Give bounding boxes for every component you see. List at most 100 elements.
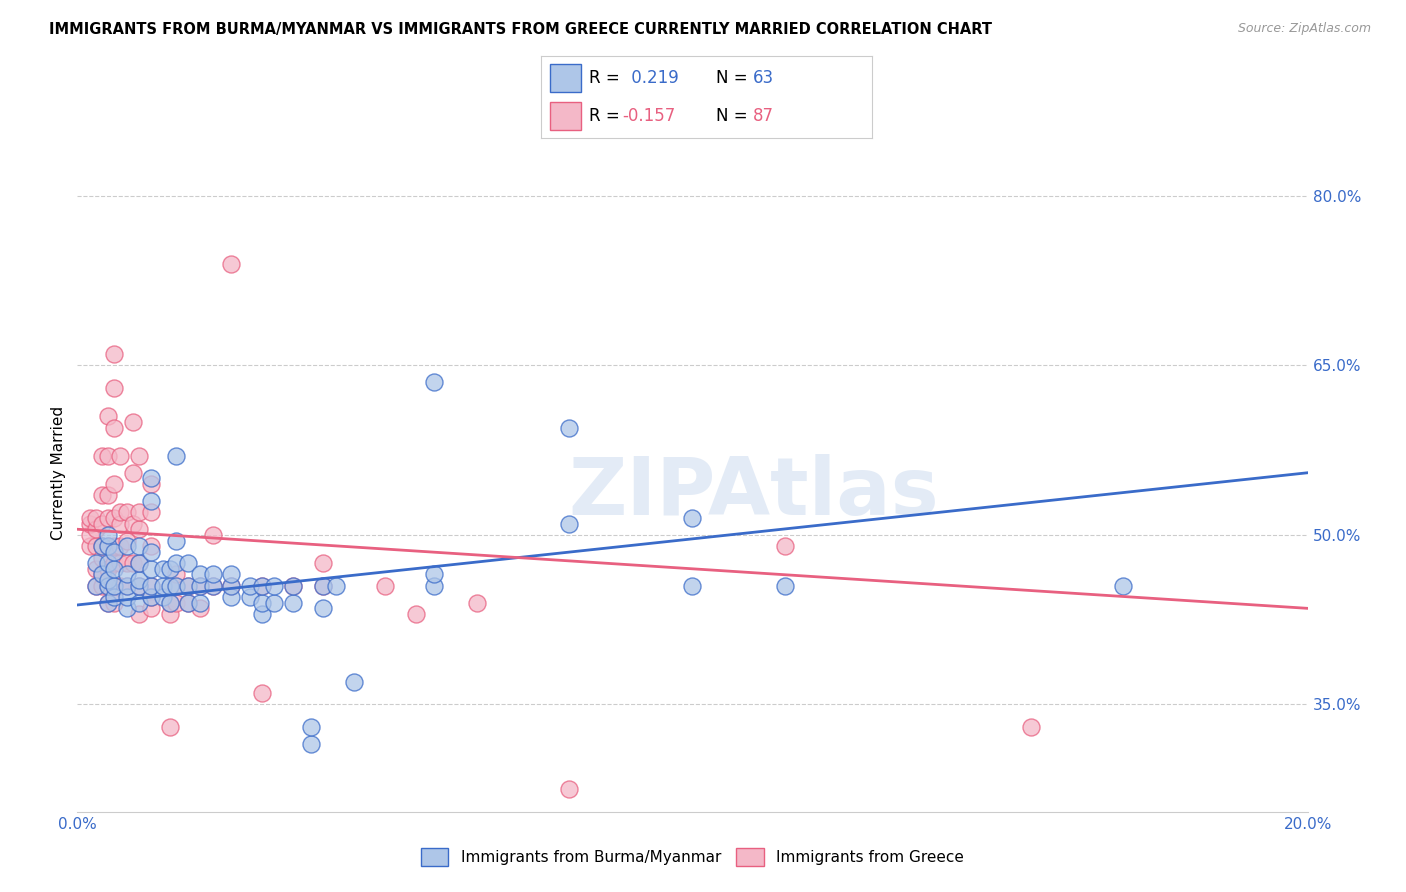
Point [558, 782, 581, 797]
Point [423, 567, 446, 582]
Point [90, 539, 114, 553]
Point [165, 567, 187, 582]
Point [177, 579, 200, 593]
Point [97, 596, 120, 610]
Point [103, 347, 125, 361]
Point [141, 579, 163, 593]
Point [79, 516, 101, 531]
Point [97, 488, 120, 502]
Point [110, 449, 132, 463]
Point [128, 522, 150, 536]
Text: 0.219: 0.219 [626, 70, 678, 87]
Point [141, 494, 163, 508]
Point [90, 449, 114, 463]
Point [84, 556, 107, 570]
Point [128, 607, 150, 621]
Point [177, 596, 200, 610]
Point [219, 257, 242, 271]
Point [141, 539, 163, 553]
Point [558, 420, 581, 434]
Text: 63: 63 [752, 70, 773, 87]
Point [141, 601, 163, 615]
Point [1112, 579, 1135, 593]
Point [177, 596, 200, 610]
Point [121, 466, 143, 480]
Point [79, 511, 101, 525]
Point [141, 477, 163, 491]
Point [159, 596, 181, 610]
Point [103, 381, 125, 395]
Point [219, 579, 242, 593]
Point [97, 528, 120, 542]
Point [281, 596, 304, 610]
Text: R =: R = [589, 70, 620, 87]
Point [115, 601, 138, 615]
Point [405, 607, 427, 621]
Point [250, 686, 273, 700]
Point [201, 528, 224, 542]
Point [103, 539, 125, 553]
Point [219, 579, 242, 593]
Text: Source: ZipAtlas.com: Source: ZipAtlas.com [1237, 22, 1371, 36]
Point [423, 579, 446, 593]
Point [152, 562, 174, 576]
Point [115, 590, 138, 604]
Point [103, 511, 125, 525]
Text: ZIPAtlas: ZIPAtlas [568, 454, 939, 533]
Point [115, 579, 138, 593]
Point [165, 533, 187, 548]
Point [188, 579, 212, 593]
Point [97, 556, 120, 570]
Point [558, 516, 581, 531]
Point [90, 579, 114, 593]
Point [103, 590, 125, 604]
Point [374, 579, 396, 593]
Point [115, 556, 138, 570]
Point [177, 579, 200, 593]
Text: IMMIGRANTS FROM BURMA/MYANMAR VS IMMIGRANTS FROM GREECE CURRENTLY MARRIED CORREL: IMMIGRANTS FROM BURMA/MYANMAR VS IMMIGRA… [49, 22, 993, 37]
Point [97, 409, 120, 424]
Point [97, 596, 120, 610]
Point [312, 556, 335, 570]
Point [152, 590, 174, 604]
Point [121, 556, 143, 570]
Point [312, 579, 335, 593]
Point [128, 556, 150, 570]
Point [188, 567, 212, 582]
Point [90, 488, 114, 502]
Point [103, 477, 125, 491]
Point [103, 562, 125, 576]
Point [312, 579, 335, 593]
Point [773, 579, 796, 593]
Point [97, 579, 120, 593]
Point [84, 562, 107, 576]
Legend: Immigrants from Burma/Myanmar, Immigrants from Greece: Immigrants from Burma/Myanmar, Immigrant… [415, 842, 970, 871]
Y-axis label: Currently Married: Currently Married [51, 406, 66, 540]
Point [90, 550, 114, 565]
Point [97, 562, 120, 576]
Point [141, 590, 163, 604]
Point [128, 573, 150, 587]
Point [90, 516, 114, 531]
FancyBboxPatch shape [550, 103, 581, 130]
Point [263, 579, 285, 593]
Point [128, 505, 150, 519]
Text: -0.157: -0.157 [623, 107, 675, 125]
Point [159, 596, 181, 610]
Point [165, 596, 187, 610]
Point [84, 511, 107, 525]
Point [423, 376, 446, 390]
Point [201, 579, 224, 593]
Point [103, 556, 125, 570]
Point [79, 528, 101, 542]
Point [141, 505, 163, 519]
Text: R =: R = [589, 107, 620, 125]
Point [141, 562, 163, 576]
Point [115, 539, 138, 553]
Point [84, 539, 107, 553]
Point [250, 607, 273, 621]
Point [250, 596, 273, 610]
Text: 87: 87 [752, 107, 773, 125]
Point [103, 545, 125, 559]
Point [121, 516, 143, 531]
